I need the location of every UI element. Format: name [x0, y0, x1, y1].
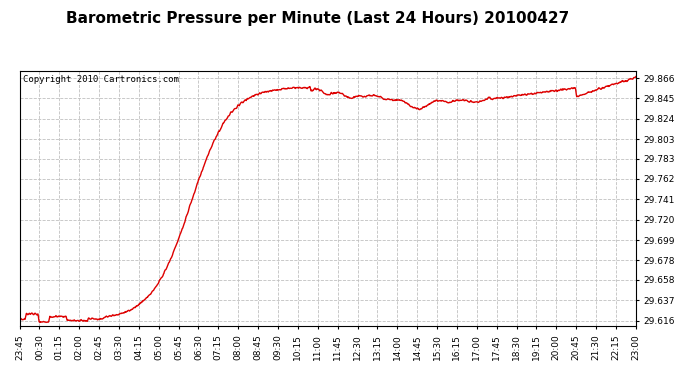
Text: Barometric Pressure per Minute (Last 24 Hours) 20100427: Barometric Pressure per Minute (Last 24 …	[66, 11, 569, 26]
Text: Copyright 2010 Cartronics.com: Copyright 2010 Cartronics.com	[23, 75, 179, 84]
